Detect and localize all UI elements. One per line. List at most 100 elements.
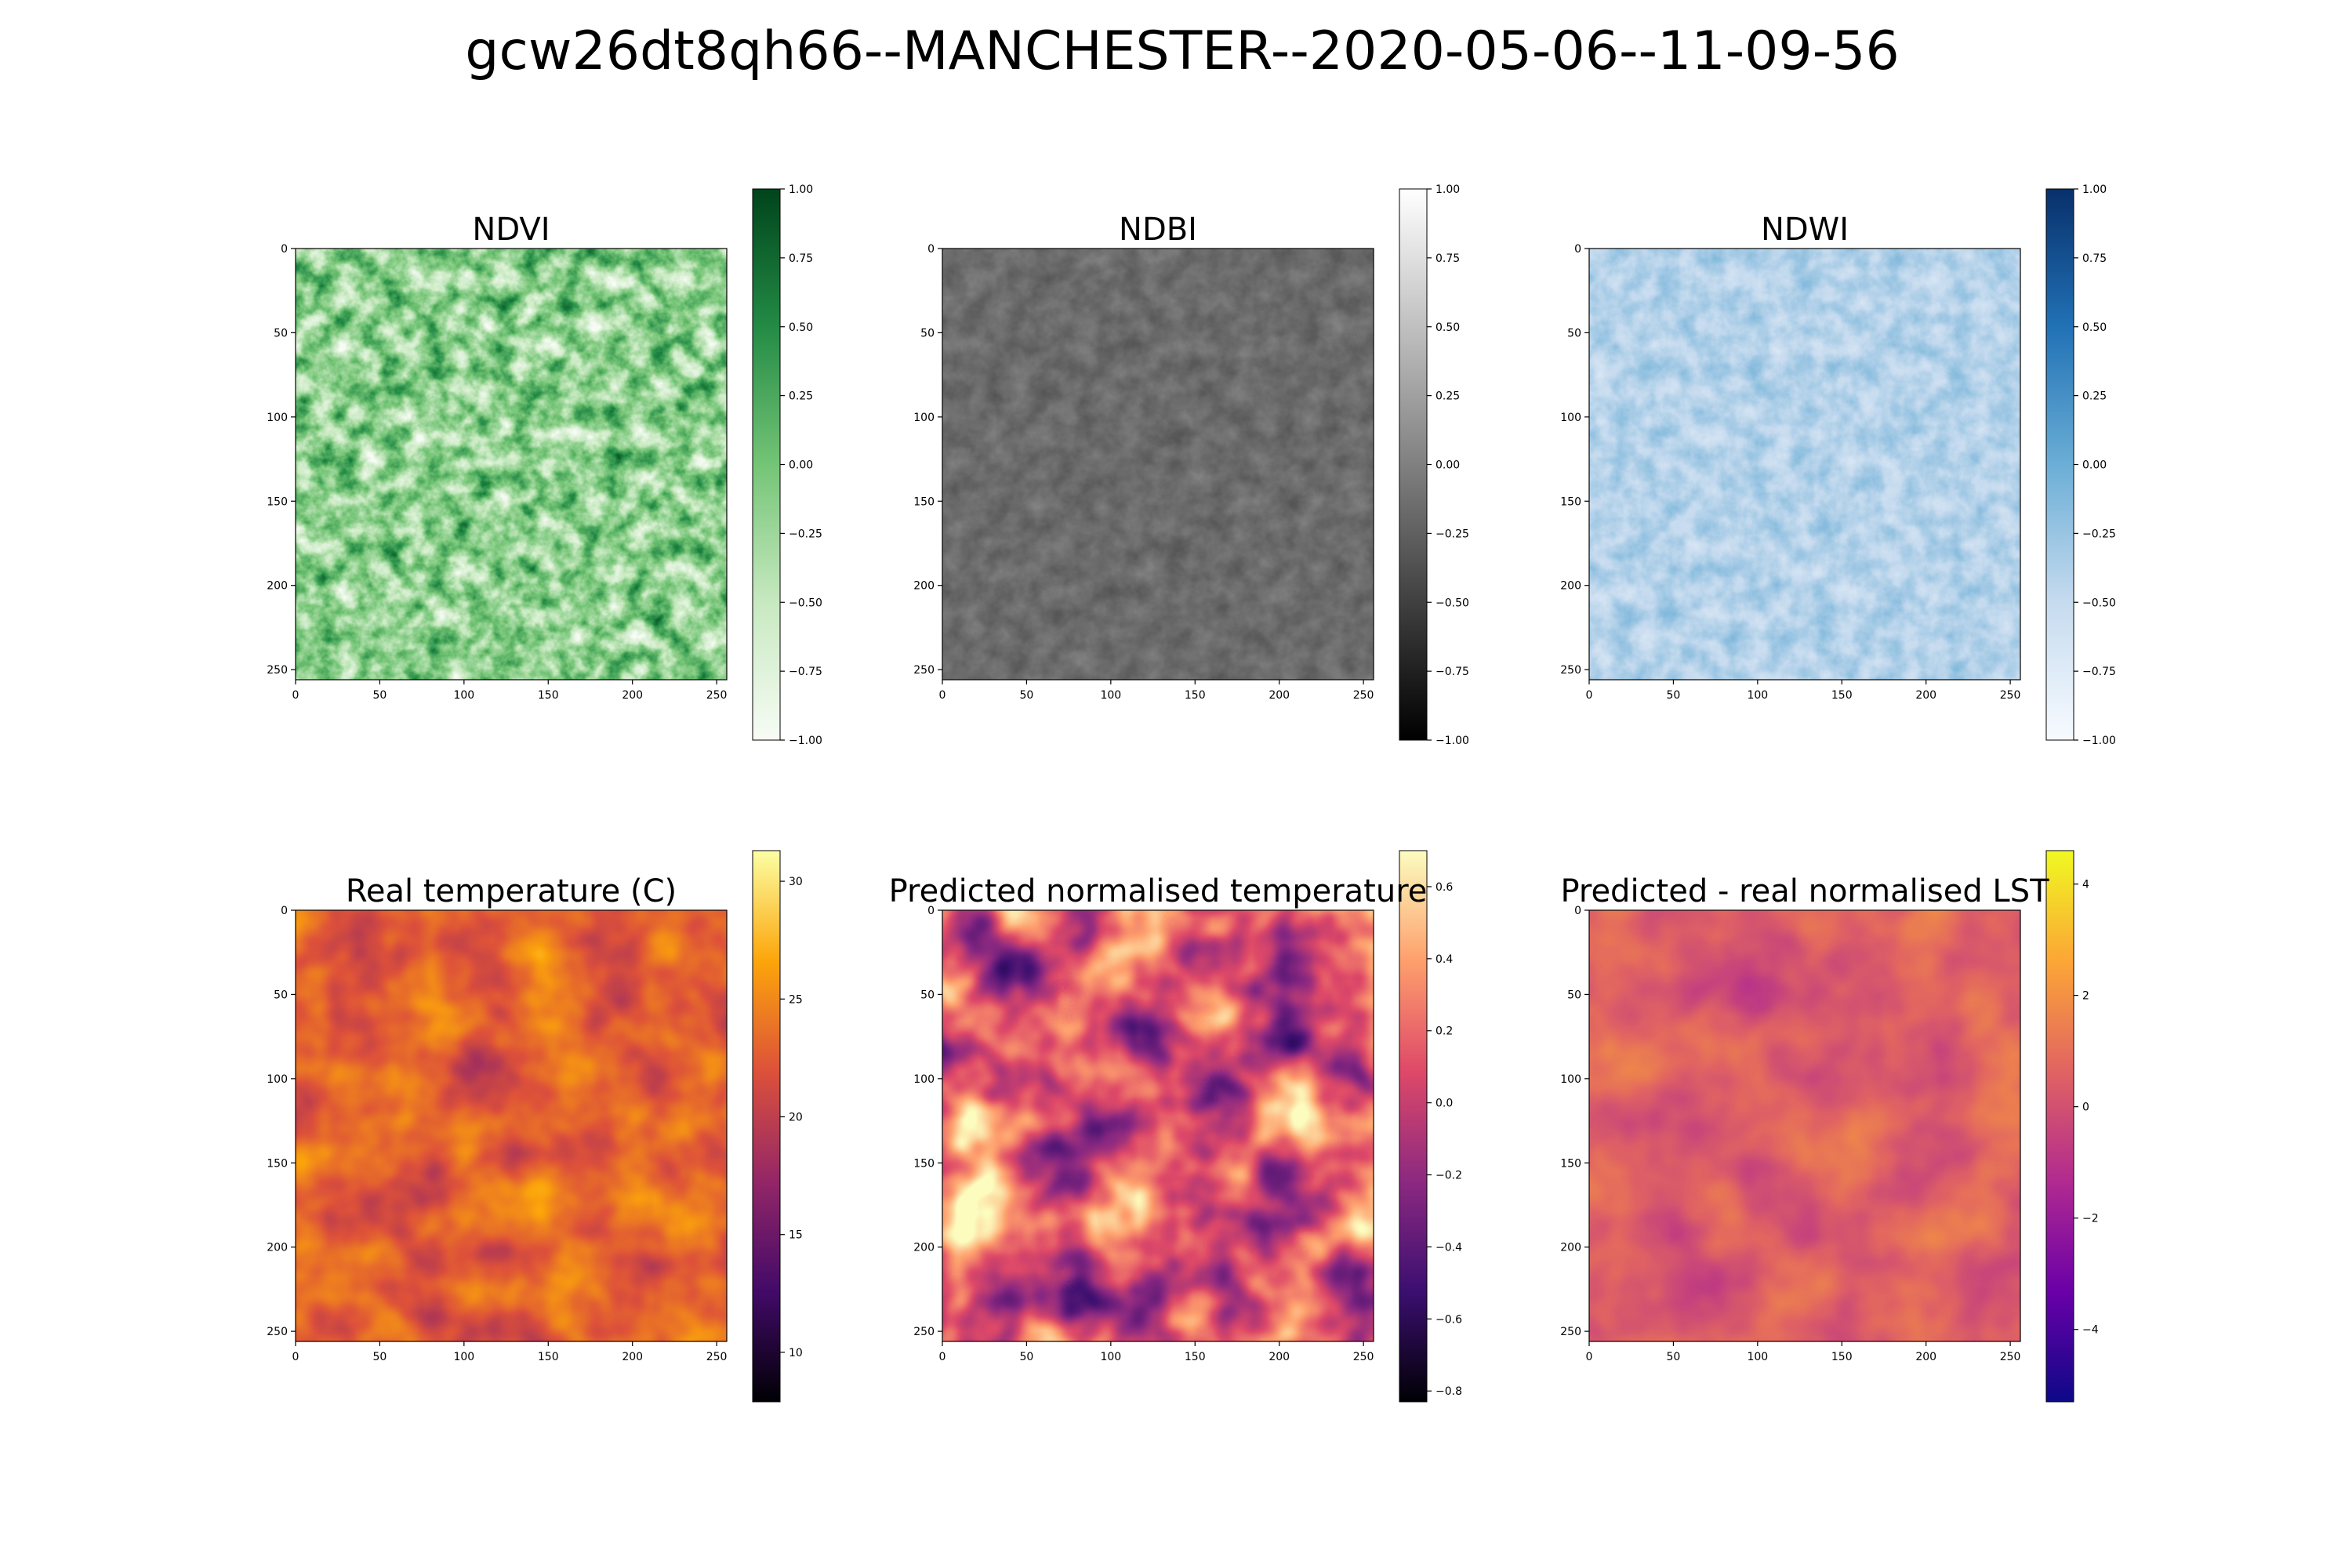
- x-tick-label: 200: [1915, 689, 1936, 702]
- colorbar-tick-label: 0: [2082, 1102, 2089, 1114]
- colorbar: [2045, 188, 2074, 741]
- colorbar-tick-label: −0.50: [2082, 597, 2116, 609]
- x-tick-label: 150: [1185, 1351, 1206, 1363]
- x-tick-label: 0: [292, 1351, 299, 1363]
- x-tick-label: 250: [1353, 1351, 1374, 1363]
- axes-frame: [1588, 909, 2021, 1342]
- x-tick-label: 200: [622, 1351, 643, 1363]
- colorbar-tick-label: 0.50: [789, 321, 813, 334]
- colorbar: [752, 850, 781, 1403]
- axes-frame: [942, 909, 1374, 1342]
- x-tick-label: 50: [373, 1351, 387, 1363]
- colorbar-tick-label: −0.50: [789, 597, 822, 609]
- x-tick-label: 0: [1586, 689, 1593, 702]
- y-tick-label: 200: [913, 1242, 935, 1254]
- x-tick-label: 50: [1667, 1351, 1681, 1363]
- axes-frame: [1588, 248, 2021, 681]
- x-tick-label: 0: [939, 689, 946, 702]
- y-tick-label: 100: [1560, 1073, 1581, 1086]
- colorbar-tick-label: 0.4: [1436, 953, 1453, 966]
- x-tick-label: 0: [1586, 1351, 1593, 1363]
- colorbar-tick-label: 0.50: [1436, 321, 1460, 334]
- colorbar-tick-label: 0.0: [1436, 1098, 1453, 1110]
- x-tick-label: 200: [1269, 689, 1290, 702]
- colorbar-tick-label: 0.25: [2082, 390, 2107, 403]
- colorbar-tick-label: −0.75: [1436, 666, 1469, 678]
- colorbar-tick-label: 25: [789, 993, 803, 1006]
- heatmap-image: [296, 249, 727, 680]
- y-tick-label: 100: [267, 1073, 288, 1086]
- colorbar-tick-label: −0.2: [1436, 1170, 1462, 1182]
- colorbar-tick-label: 1.00: [2082, 183, 2107, 196]
- colorbar-tick-label: 1.00: [789, 183, 813, 196]
- panel-title: NDBI: [1119, 212, 1197, 248]
- x-tick-label: 100: [1100, 689, 1121, 702]
- x-tick-label: 100: [1747, 689, 1768, 702]
- axes-frame: [942, 248, 1374, 681]
- colorbar: [1399, 850, 1428, 1403]
- panel-title: NDVI: [472, 212, 550, 248]
- panels: 0 50 100 150 200 2500501001502002501.000.750.…: [267, 183, 2116, 1403]
- y-tick-label: 100: [267, 412, 288, 424]
- heatmap-image: [1589, 910, 2020, 1341]
- y-tick-label: 250: [1560, 1326, 1581, 1338]
- colorbar: [752, 188, 781, 741]
- x-tick-label: 50: [1020, 689, 1034, 702]
- x-tick-label: 100: [1100, 1351, 1121, 1363]
- y-tick-label: 150: [267, 495, 288, 508]
- x-tick-label: 150: [538, 689, 559, 702]
- y-tick-label: 50: [1567, 327, 1581, 339]
- colorbar-tick-label: 0.75: [789, 252, 813, 265]
- y-tick-label: 200: [267, 1242, 288, 1254]
- colorbar-tick-label: 30: [789, 876, 803, 888]
- y-tick-label: 250: [1560, 664, 1581, 677]
- y-tick-label: 200: [1560, 1242, 1581, 1254]
- x-tick-label: 150: [1185, 689, 1206, 702]
- y-tick-label: 50: [920, 989, 935, 1001]
- colorbar-tick-label: 2: [2082, 990, 2089, 1003]
- y-tick-label: 100: [1560, 412, 1581, 424]
- colorbar-tick-label: 4: [2082, 879, 2089, 891]
- y-tick-label: 0: [281, 905, 288, 917]
- y-tick-label: 100: [913, 412, 935, 424]
- x-tick-label: 250: [706, 689, 728, 702]
- x-tick-label: 250: [1353, 689, 1374, 702]
- colorbar-tick-label: −0.25: [1436, 528, 1469, 540]
- colorbar-tick-label: 0.50: [2082, 321, 2107, 334]
- y-tick-label: 50: [274, 327, 288, 339]
- colorbar-tick-label: −1.00: [1436, 735, 1469, 747]
- y-tick-label: 150: [1560, 1157, 1581, 1170]
- colorbar-tick-label: 10: [789, 1347, 803, 1359]
- colorbar: [2045, 850, 2074, 1403]
- x-tick-label: 250: [706, 1351, 728, 1363]
- panel-1: 0 50 100 150 200 250 0 50 100 150 200 250 1.00 0.75 0.…: [913, 183, 1469, 747]
- x-tick-label: 200: [1269, 1351, 1290, 1363]
- x-tick-label: 50: [373, 689, 387, 702]
- y-tick-label: 0: [281, 243, 288, 256]
- y-tick-label: 200: [267, 580, 288, 593]
- heatmap-image: [296, 910, 727, 1341]
- colorbar-tick-label: 0.6: [1436, 881, 1453, 894]
- colorbar-tick-label: −0.25: [2082, 528, 2116, 540]
- x-tick-label: 50: [1667, 689, 1681, 702]
- colorbar-tick-label: 0.2: [1436, 1025, 1453, 1038]
- x-tick-label: 150: [1831, 1351, 1853, 1363]
- x-tick-label: 250: [2000, 689, 2021, 702]
- y-tick-label: 50: [274, 989, 288, 1001]
- colorbar: [1399, 188, 1428, 741]
- y-tick-label: 50: [1567, 989, 1581, 1001]
- x-tick-label: 0: [939, 1351, 946, 1363]
- x-tick-label: 150: [1831, 689, 1853, 702]
- x-tick-label: 200: [622, 689, 643, 702]
- colorbar-tick-label: −0.4: [1436, 1241, 1462, 1254]
- y-tick-label: 250: [267, 664, 288, 677]
- heatmap-image: [1589, 249, 2020, 680]
- y-tick-label: 0: [1574, 905, 1581, 917]
- colorbar-tick-label: −0.25: [789, 528, 822, 540]
- y-tick-label: 0: [927, 905, 935, 917]
- colorbar-tick-label: −1.00: [789, 735, 822, 747]
- x-tick-label: 150: [538, 1351, 559, 1363]
- colorbar-tick-label: 1.00: [1436, 183, 1460, 196]
- panel-2: 0 50 100 150 200 250 0 50 100 150 200 250 1.00 0.75 0.…: [1560, 183, 2116, 747]
